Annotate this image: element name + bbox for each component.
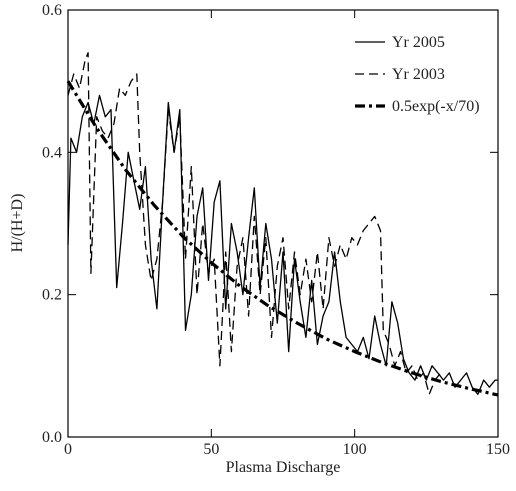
y-axis-label: H/(H+D) [9,194,26,253]
y-tick-label: 0.4 [42,144,62,161]
series-line [67,52,442,395]
series-line [66,80,499,397]
legend-label: Yr 2003 [392,66,445,83]
series-line [67,94,498,395]
x-tick-label: 150 [486,441,510,458]
x-axis-label: Plasma Discharge [226,459,341,476]
x-tick-label: 50 [203,441,219,458]
x-tick-label: 0 [64,441,72,458]
x-tick-label: 100 [343,441,367,458]
legend-label: Yr 2005 [392,34,445,51]
y-tick-label: 0.0 [42,429,62,446]
y-tick-label: 0.6 [42,2,62,19]
legend-label: 0.5exp(-x/70) [392,98,480,115]
y-tick-label: 0.2 [42,287,62,304]
